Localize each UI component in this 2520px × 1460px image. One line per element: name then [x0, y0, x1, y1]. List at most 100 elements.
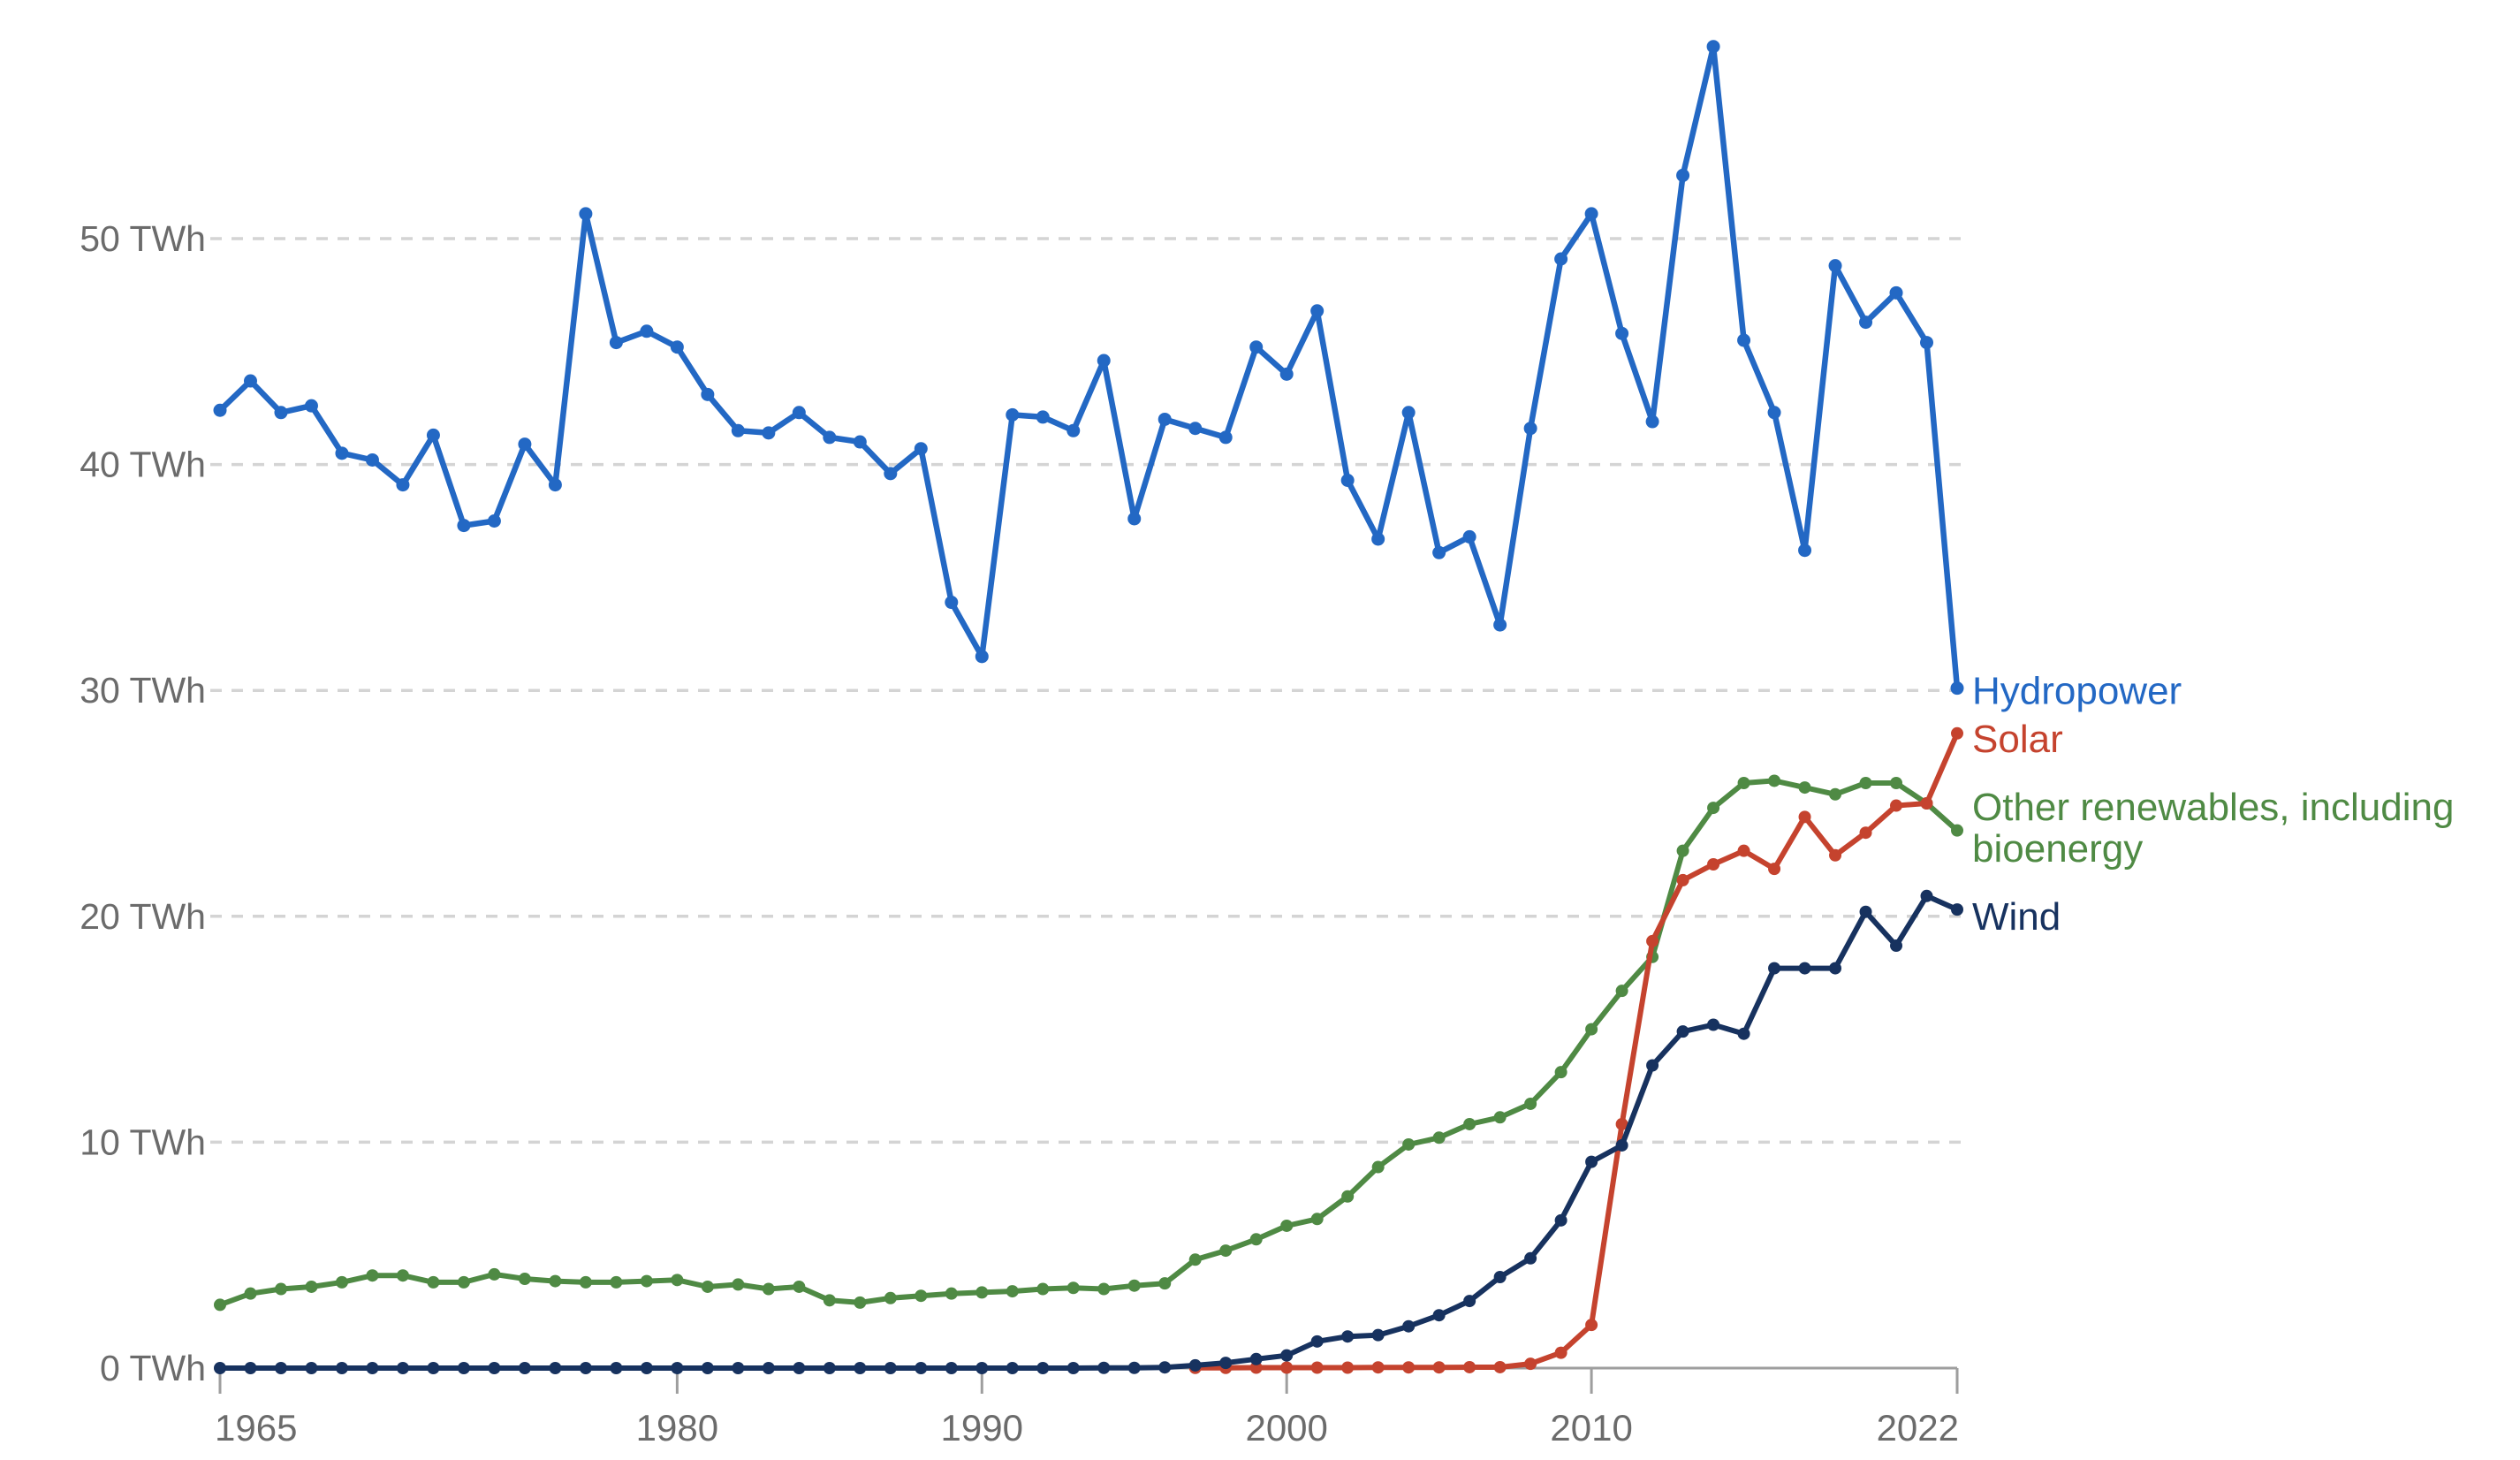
- data-point: [1737, 333, 1751, 347]
- data-point: [854, 1362, 867, 1374]
- y-tick-label-40: 40 TWh: [80, 445, 206, 485]
- data-point: [366, 1269, 379, 1282]
- data-point: [1585, 1023, 1598, 1036]
- data-point: [1493, 1111, 1507, 1124]
- data-point: [396, 478, 410, 492]
- data-point: [426, 428, 440, 442]
- data-point: [457, 1362, 470, 1374]
- data-point: [792, 406, 806, 420]
- data-point: [1768, 962, 1781, 975]
- series-label-line[interactable]: Other renewables, including: [1972, 786, 2454, 829]
- series-label-line[interactable]: Solar: [1972, 718, 2063, 761]
- data-point: [1402, 1319, 1416, 1333]
- data-point: [823, 1362, 836, 1374]
- data-point: [884, 1362, 897, 1374]
- data-point: [1188, 1253, 1202, 1266]
- data-point: [427, 1362, 440, 1374]
- data-point: [1645, 414, 1659, 429]
- data-point: [335, 1362, 348, 1374]
- y-tick-label-10: 10 TWh: [80, 1122, 206, 1162]
- data-point: [518, 1273, 531, 1286]
- data-point: [274, 1282, 287, 1296]
- data-point: [701, 1280, 714, 1293]
- data-point: [396, 1362, 409, 1374]
- data-point: [1737, 844, 1750, 857]
- data-point: [1188, 422, 1203, 436]
- series-label-wind[interactable]: Wind: [1972, 895, 2061, 939]
- data-point: [1432, 1309, 1446, 1322]
- gridlines: [210, 237, 1963, 1144]
- data-point: [1340, 473, 1355, 487]
- data-point: [1066, 423, 1081, 437]
- series-wind: [214, 889, 1963, 1374]
- data-point: [640, 324, 654, 338]
- x-tick-label-2022: 2022: [1877, 1407, 1959, 1449]
- series-label-solar[interactable]: Solar: [1972, 718, 2063, 761]
- data-point: [1890, 799, 1903, 812]
- data-point: [1097, 1361, 1111, 1374]
- data-point: [671, 1362, 684, 1374]
- series-line-other-renewables-including-bioenergy: [217, 778, 1960, 1308]
- data-point: [1707, 858, 1720, 871]
- series-label-line[interactable]: Hydropower: [1972, 670, 2182, 713]
- data-point: [244, 1362, 257, 1374]
- data-point: [487, 514, 501, 528]
- data-point: [579, 1275, 592, 1289]
- data-point: [1249, 340, 1264, 354]
- series-label-line[interactable]: Wind: [1972, 895, 2061, 939]
- data-point: [884, 467, 898, 481]
- data-point: [1767, 406, 1781, 420]
- data-point: [1402, 1137, 1416, 1151]
- data-point: [1006, 1362, 1019, 1374]
- data-point: [1249, 1361, 1263, 1374]
- data-point: [640, 1274, 653, 1288]
- data-point: [1920, 797, 1933, 810]
- data-point: [1554, 252, 1568, 266]
- data-point: [274, 1362, 287, 1374]
- data-point: [1127, 512, 1142, 526]
- y-tick-label-50: 50 TWh: [80, 218, 206, 259]
- data-point: [1462, 529, 1476, 544]
- data-point: [975, 1362, 989, 1374]
- data-point: [1676, 873, 1689, 886]
- data-point: [793, 1280, 806, 1293]
- data-point: [1524, 1097, 1537, 1110]
- data-point: [1828, 259, 1842, 273]
- data-point: [1371, 532, 1385, 546]
- data-point: [1341, 1361, 1355, 1374]
- data-point: [548, 478, 562, 492]
- data-point: [335, 1275, 348, 1289]
- data-point: [610, 1362, 623, 1374]
- data-point: [488, 1362, 501, 1374]
- data-point: [610, 1275, 623, 1289]
- data-point: [1707, 1018, 1720, 1031]
- data-point: [304, 399, 318, 413]
- data-point: [1371, 1160, 1385, 1174]
- data-point: [1432, 545, 1446, 559]
- data-point: [1950, 681, 1964, 696]
- data-point: [945, 596, 959, 610]
- data-point: [1737, 1027, 1750, 1040]
- data-point: [1310, 304, 1325, 318]
- data-point: [854, 1296, 867, 1309]
- data-point: [1951, 824, 1963, 837]
- data-point: [518, 437, 532, 452]
- data-point: [1127, 1361, 1141, 1374]
- data-point: [1676, 1025, 1689, 1038]
- data-point: [1280, 1219, 1294, 1232]
- data-point: [945, 1362, 958, 1374]
- series-line-hydropower: [216, 43, 1961, 691]
- series-label-line[interactable]: bioenergy: [1972, 827, 2143, 871]
- data-point: [1463, 1295, 1476, 1308]
- data-point: [1463, 1117, 1476, 1130]
- data-point: [732, 1278, 745, 1291]
- data-point: [1554, 1066, 1567, 1079]
- data-point: [1371, 1328, 1385, 1342]
- x-tick-label-1965: 1965: [215, 1407, 297, 1449]
- data-point: [1036, 1362, 1050, 1374]
- data-point: [762, 1282, 775, 1296]
- series-label-hydropower[interactable]: Hydropower: [1972, 670, 2182, 713]
- data-point: [884, 1291, 897, 1304]
- data-point: [1554, 1346, 1567, 1359]
